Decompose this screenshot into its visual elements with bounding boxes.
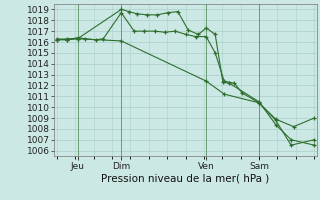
- X-axis label: Pression niveau de la mer( hPa ): Pression niveau de la mer( hPa ): [101, 173, 270, 183]
